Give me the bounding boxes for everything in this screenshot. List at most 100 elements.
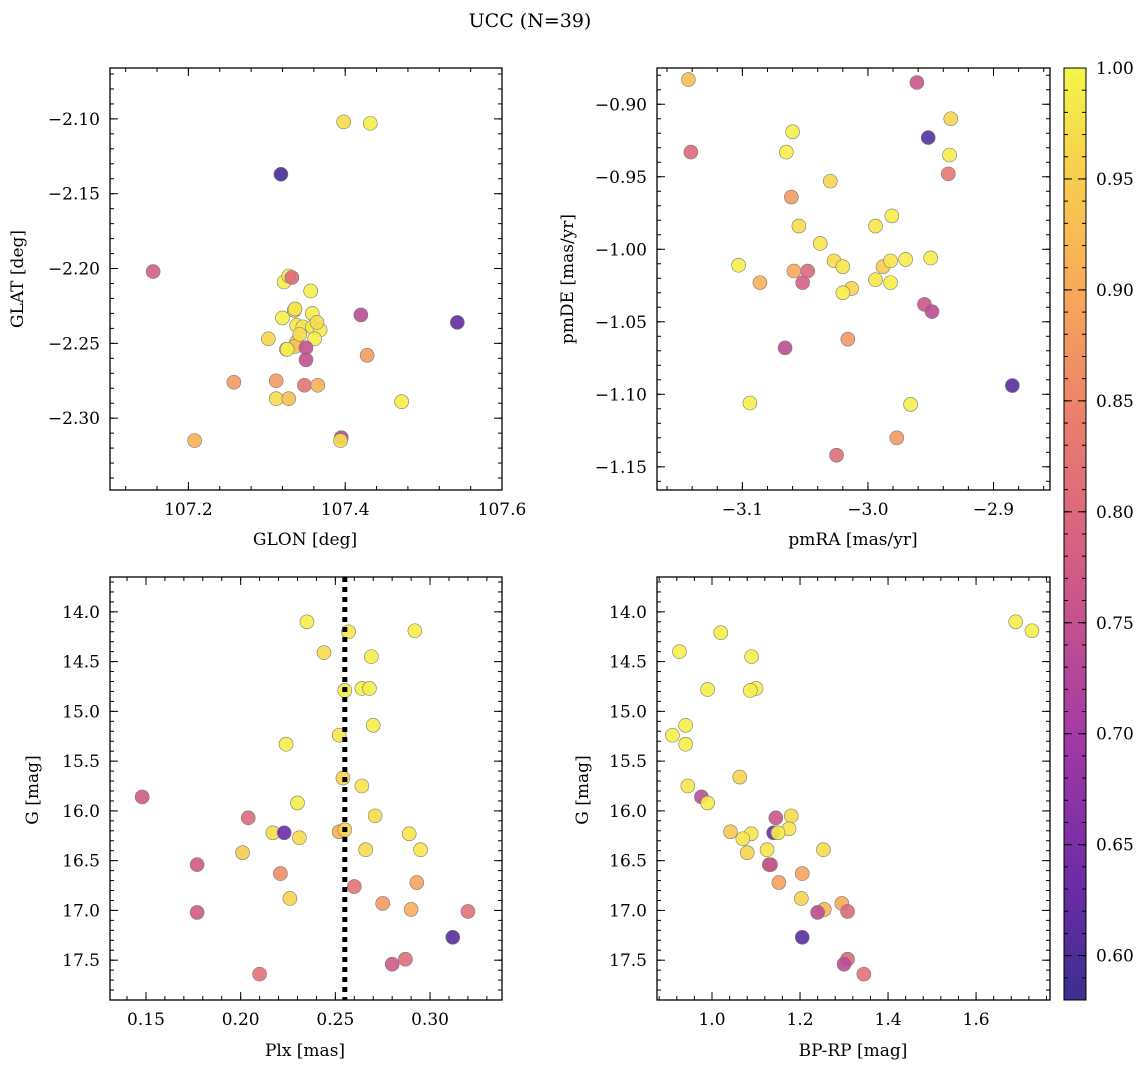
colorbar-tick-label: 0.70 [1096,725,1134,745]
scatter-point [768,810,784,826]
scatter-point [413,842,428,858]
scatter-point [920,130,936,145]
scatter-point [460,904,476,919]
y-tick-label: 14.0 [609,603,647,623]
x-tick-label: 0.15 [127,1010,165,1030]
y-axis-label: GLAT [deg] [8,230,28,328]
scatter-point [450,315,465,330]
scatter-point [835,285,851,301]
y-tick-label: −1.15 [595,458,647,478]
x-tick-label: 0.25 [316,1010,354,1030]
scatter-point [840,904,855,919]
scatter-point [791,218,807,234]
scatter-point [354,778,370,794]
y-tick-label: −1.05 [595,313,647,333]
scatter-point [445,929,461,945]
scatter-point [333,433,348,448]
y-tick-label: 15.5 [609,752,647,772]
scatter-point [883,253,898,269]
scatter-point [943,111,959,127]
y-tick-label: 15.0 [62,702,100,722]
scatter-point [394,394,409,410]
scatter-point [816,842,831,858]
scatter-point [672,644,687,659]
scatter-point [784,189,799,205]
scatter-point [359,348,375,363]
scatter-point [942,147,957,163]
scatter-point [889,430,905,446]
scatter-point [683,144,699,160]
scatter-points [681,72,1020,463]
scatter-point [700,682,715,697]
scatter-point [777,340,793,356]
scatter-point [810,905,825,920]
scatter-point [362,681,377,696]
panel-bprp-g: BP-RP [mag] G [mag] 1.0 1.2 1.4 1.6 14.0 14.5… [573,576,1051,1061]
scatter-point [346,879,362,894]
x-tick-label: −3.1 [722,500,763,520]
scatter-point [282,891,298,906]
scatter-point [812,236,828,251]
y-tick-label: 15.5 [62,752,100,772]
scatter-point [763,857,778,872]
x-tick-label: 0.20 [222,1010,260,1030]
scatter-point [1005,378,1020,393]
y-tick-label: 17.0 [62,901,100,921]
scatter-point [742,395,758,411]
x-axis-label: GLON [deg] [253,530,357,550]
y-tick-label: 17.5 [62,951,100,971]
x-axis-label: Plx [mas] [265,1041,345,1061]
scatter-point [235,845,250,860]
scatter-point [298,352,314,368]
scatter-point [898,252,913,267]
scatter-point [398,951,413,967]
scatter-points [665,614,1040,982]
scatter-point [279,342,295,357]
scatter-point [678,736,693,752]
scatter-point [856,966,872,982]
scatter-point [732,769,748,785]
scatter-point [770,825,786,841]
scatter-point [771,875,787,890]
scatter-point [739,845,755,860]
scatter-point [292,830,307,846]
axes-frame [656,67,1051,491]
y-tick-label: 16.5 [62,852,100,872]
y-tick-label: −2.10 [48,110,100,130]
y-tick-label: −2.20 [48,260,100,280]
colorbar-tick-label: 0.90 [1096,281,1134,301]
x-axis-label: BP-RP [mag] [799,1041,908,1061]
scatter-point [336,114,351,130]
scatter-point [759,842,775,858]
panel-plx-g: Plx [mas] G [mag] 0.15 0.20 0.25 0.30 14.0 14… [23,576,503,1061]
y-tick-label: −0.90 [595,95,647,115]
y-tick-label: 16.5 [609,852,647,872]
scatter-point [365,717,381,733]
scatter-point [923,250,939,266]
scatter-point [252,966,267,982]
scatter-point [268,391,284,407]
x-tick-label: 1.6 [963,1010,990,1030]
scatter-point [303,283,319,299]
scatter-point [384,956,400,972]
y-tick-label: 14.5 [62,653,100,673]
scatter-point [364,649,379,664]
scatter-point [273,166,289,182]
scatter-point [742,683,758,698]
y-tick-label: −0.95 [595,168,647,188]
colorbar-tick-label: 0.65 [1096,836,1134,856]
scatter-point [358,842,373,858]
scatter-point [261,331,276,347]
y-tick-label: −1.10 [595,385,647,405]
scatter-point [189,857,205,872]
axes-frame [656,576,1051,1001]
y-tick-label: 14.5 [609,653,647,673]
scatter-point [362,116,378,131]
scatter-point [287,301,303,317]
scatter-point [403,902,419,917]
scatter-point [310,377,326,393]
scatter-point [284,270,300,285]
x-axis-label: pmRA [mas/yr] [788,530,917,550]
scatter-point [367,808,383,824]
scatter-point [735,831,751,847]
